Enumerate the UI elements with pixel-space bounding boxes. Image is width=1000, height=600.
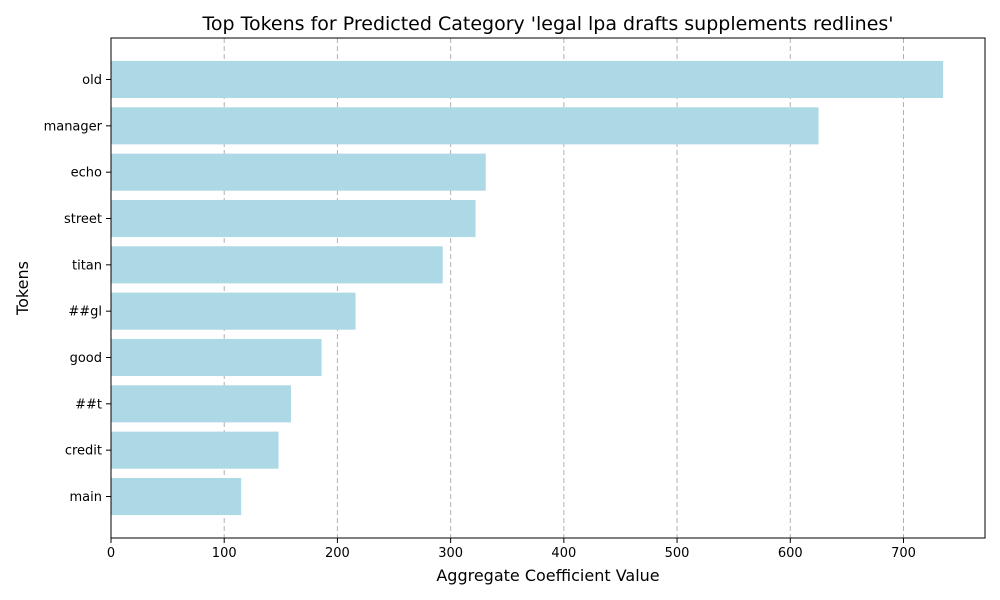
y-tick-label: ##t — [75, 397, 102, 412]
y-tick-label: credit — [65, 444, 102, 459]
bar-echo — [111, 153, 486, 191]
bar-gl — [111, 292, 356, 330]
y-tick-label: main — [70, 490, 102, 505]
x-axis-label: Aggregate Coefficient Value — [436, 566, 659, 585]
y-tick-label: street — [64, 212, 102, 227]
x-tick-label: 600 — [778, 546, 803, 561]
x-tick-label: 300 — [438, 546, 463, 561]
bars — [111, 60, 944, 516]
y-tick-label: old — [82, 73, 102, 88]
y-axis-label: Tokens — [13, 261, 32, 316]
y-tick-label: manager — [44, 119, 103, 134]
bar-manager — [111, 107, 819, 145]
x-tick-label: 0 — [107, 546, 115, 561]
chart-title: Top Tokens for Predicted Category 'legal… — [201, 13, 893, 35]
y-ticks: old manager echo street titan ##gl good ##t cred… — [44, 73, 111, 505]
plot-frame — [110, 37, 986, 539]
y-tick-label: good — [70, 351, 102, 366]
x-tick-label: 700 — [891, 546, 916, 561]
x-tick-label: 500 — [665, 546, 690, 561]
bar-old — [111, 60, 944, 99]
bar-titan — [111, 246, 443, 284]
y-tick-label: echo — [71, 166, 102, 181]
x-ticks: 0 100 200 300 400 500 600 700 — [107, 538, 916, 561]
x-tick-label: 400 — [551, 546, 576, 561]
x-tick-label: 100 — [212, 546, 237, 561]
bar-good — [111, 338, 322, 377]
y-tick-label: titan — [72, 258, 102, 273]
bar-t — [111, 385, 292, 423]
bar-main — [111, 477, 242, 516]
bar-street — [111, 199, 476, 238]
x-tick-label: 200 — [325, 546, 350, 561]
bar-credit — [111, 431, 279, 469]
y-tick-label: ##gl — [68, 305, 102, 320]
